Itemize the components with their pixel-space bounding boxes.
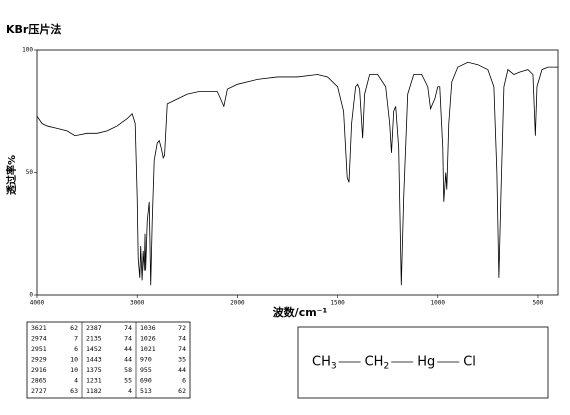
table-cell: 6 bbox=[74, 345, 78, 353]
formula-atom: CH bbox=[365, 355, 384, 370]
x-tick-label: 1500 bbox=[330, 300, 345, 307]
table-cell: 1231 bbox=[86, 377, 102, 385]
table-cell: 44 bbox=[124, 356, 132, 364]
table-cell: 970 bbox=[140, 356, 152, 364]
table-cell: 1452 bbox=[86, 345, 102, 353]
table-cell: 7 bbox=[74, 335, 78, 343]
table-cell: 1443 bbox=[86, 356, 102, 364]
table-cell: 10 bbox=[70, 356, 78, 364]
table-cell: 4 bbox=[74, 377, 78, 385]
chart-title: KBr压片法 bbox=[6, 22, 61, 36]
table-cell: 2387 bbox=[86, 324, 102, 332]
formula-subscript: 3 bbox=[331, 362, 337, 372]
y-tick-label: 50 bbox=[26, 169, 34, 176]
table-cell: 2974 bbox=[31, 335, 47, 343]
table-cell: 10 bbox=[70, 366, 78, 374]
formula-atom: CH bbox=[312, 355, 331, 370]
formula-frame bbox=[297, 326, 549, 399]
table-cell: 72 bbox=[178, 324, 186, 332]
table-cell: 74 bbox=[178, 335, 186, 343]
table-cell: 74 bbox=[124, 324, 132, 332]
formula-atom: Hg bbox=[417, 355, 435, 370]
table-cell: 44 bbox=[178, 366, 186, 374]
table-cell: 6 bbox=[182, 377, 186, 385]
formula: CH 3 CH 2 Hg Cl bbox=[312, 355, 476, 372]
formula-subscript: 2 bbox=[383, 362, 389, 372]
y-axis-label: 透过率% bbox=[5, 155, 18, 195]
x-tick-label: 500 bbox=[533, 300, 544, 307]
table-cell: 513 bbox=[140, 387, 152, 395]
y-tick-label: 0 bbox=[29, 292, 33, 299]
x-axis-label: 波数/cm⁻¹ bbox=[273, 305, 328, 319]
table-cell: 62 bbox=[178, 387, 186, 395]
plot-frame bbox=[36, 49, 559, 296]
table-cell: 1021 bbox=[140, 345, 156, 353]
table-cell: 35 bbox=[178, 356, 186, 364]
table-cell: 2727 bbox=[31, 387, 47, 395]
table-cell: 44 bbox=[124, 345, 132, 353]
table-cell: 74 bbox=[124, 335, 132, 343]
table-cell: 55 bbox=[124, 377, 132, 385]
formula-atom: Cl bbox=[463, 355, 476, 370]
y-tick-label: 100 bbox=[22, 47, 33, 54]
table-cell: 2951 bbox=[31, 345, 47, 353]
x-tick-label: 4000 bbox=[30, 300, 45, 307]
peak-table-frame bbox=[26, 321, 191, 399]
table-cell: 690 bbox=[140, 377, 152, 385]
table-cell: 4 bbox=[128, 387, 132, 395]
table-cell: 955 bbox=[140, 366, 152, 374]
table-cell: 2865 bbox=[31, 377, 47, 385]
table-cell: 63 bbox=[70, 387, 78, 395]
table-cell: 62 bbox=[70, 324, 78, 332]
table-cell: 2929 bbox=[31, 356, 47, 364]
table-cell: 1182 bbox=[86, 387, 102, 395]
table-cell: 3621 bbox=[31, 324, 47, 332]
table-cell: 74 bbox=[178, 345, 186, 353]
table-cell: 2135 bbox=[86, 335, 102, 343]
table-cell: 1375 bbox=[86, 366, 102, 374]
spectrum-line bbox=[36, 61, 558, 286]
table-cell: 2916 bbox=[31, 366, 47, 374]
table-cell: 1036 bbox=[140, 324, 156, 332]
x-tick-label: 2000 bbox=[230, 300, 245, 307]
x-tick-label: 1000 bbox=[431, 300, 446, 307]
x-tick-label: 3000 bbox=[130, 300, 145, 307]
table-cell: 1026 bbox=[140, 335, 156, 343]
table-cell: 58 bbox=[124, 366, 132, 374]
